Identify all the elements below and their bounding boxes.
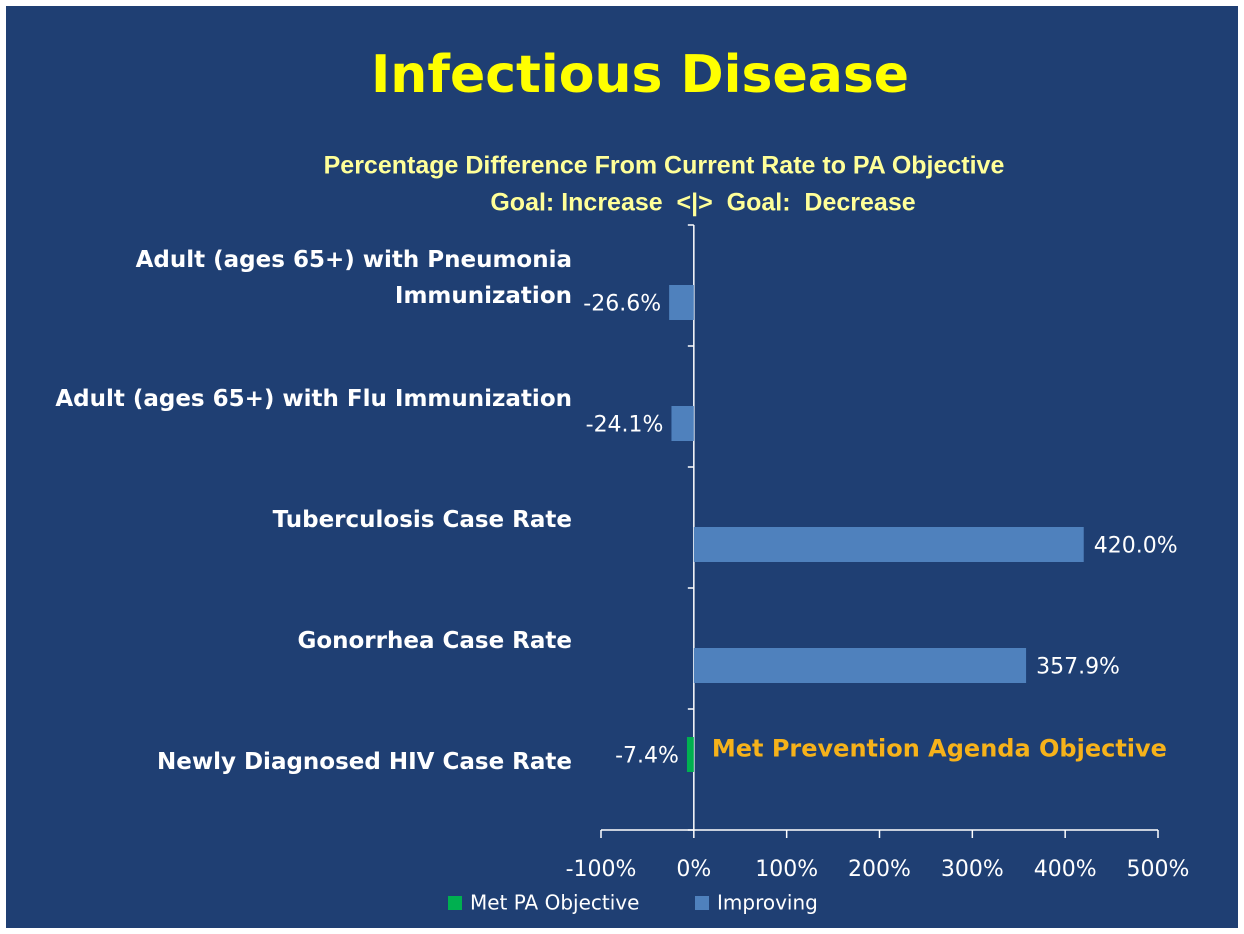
data-label: 357.9% <box>1036 655 1120 680</box>
annotation: Met Prevention Agenda Objective <box>712 735 1167 763</box>
x-tick-label: 0% <box>676 857 711 882</box>
category-label-text: Tuberculosis Case Rate <box>272 506 572 533</box>
category-label: Adult (ages 65+) with Pneumonia Immuniza… <box>135 246 572 309</box>
category-label: Adult (ages 65+) with Flu Immunization <box>55 385 572 412</box>
legend-swatch <box>695 896 709 910</box>
bar <box>671 406 694 441</box>
x-tick-label: 400% <box>1034 857 1097 882</box>
category-label: Newly Diagnosed HIV Case Rate <box>156 748 572 775</box>
category-label-text: Adult (ages 65+) with Flu Immunization <box>55 385 572 412</box>
x-tick-label: 300% <box>941 857 1004 882</box>
category-label: Tuberculosis Case Rate <box>272 506 572 533</box>
bar <box>669 285 694 320</box>
x-tick-label: 500% <box>1127 857 1190 882</box>
category-label: Gonorrhea Case Rate <box>297 627 572 654</box>
category-label-text: Newly Diagnosed HIV Case Rate <box>156 748 572 775</box>
legend-swatch <box>448 896 462 910</box>
data-label: -24.1% <box>586 413 664 438</box>
legend-label: Improving <box>717 891 818 915</box>
background <box>6 6 1238 928</box>
x-tick-label: -100% <box>566 857 637 882</box>
bar <box>693 527 1084 562</box>
chart-title: Infectious Disease <box>371 45 909 105</box>
chart-subtitle: Percentage Difference From Current Rate … <box>324 152 1005 180</box>
x-tick-label: 200% <box>848 857 911 882</box>
chart-subtitle: Goal: Increase <|> Goal: Decrease <box>490 189 915 217</box>
category-label-text: Gonorrhea Case Rate <box>297 627 572 654</box>
data-label: -26.6% <box>583 292 661 317</box>
category-label-text: Adult (ages 65+) with Pneumonia Immuniza… <box>135 246 572 309</box>
legend-label: Met PA Objective <box>470 891 639 915</box>
bar <box>686 737 694 772</box>
data-label: 420.0% <box>1094 534 1178 559</box>
bar <box>693 648 1027 683</box>
x-tick-label: 100% <box>755 857 818 882</box>
data-label: -7.4% <box>615 744 679 769</box>
